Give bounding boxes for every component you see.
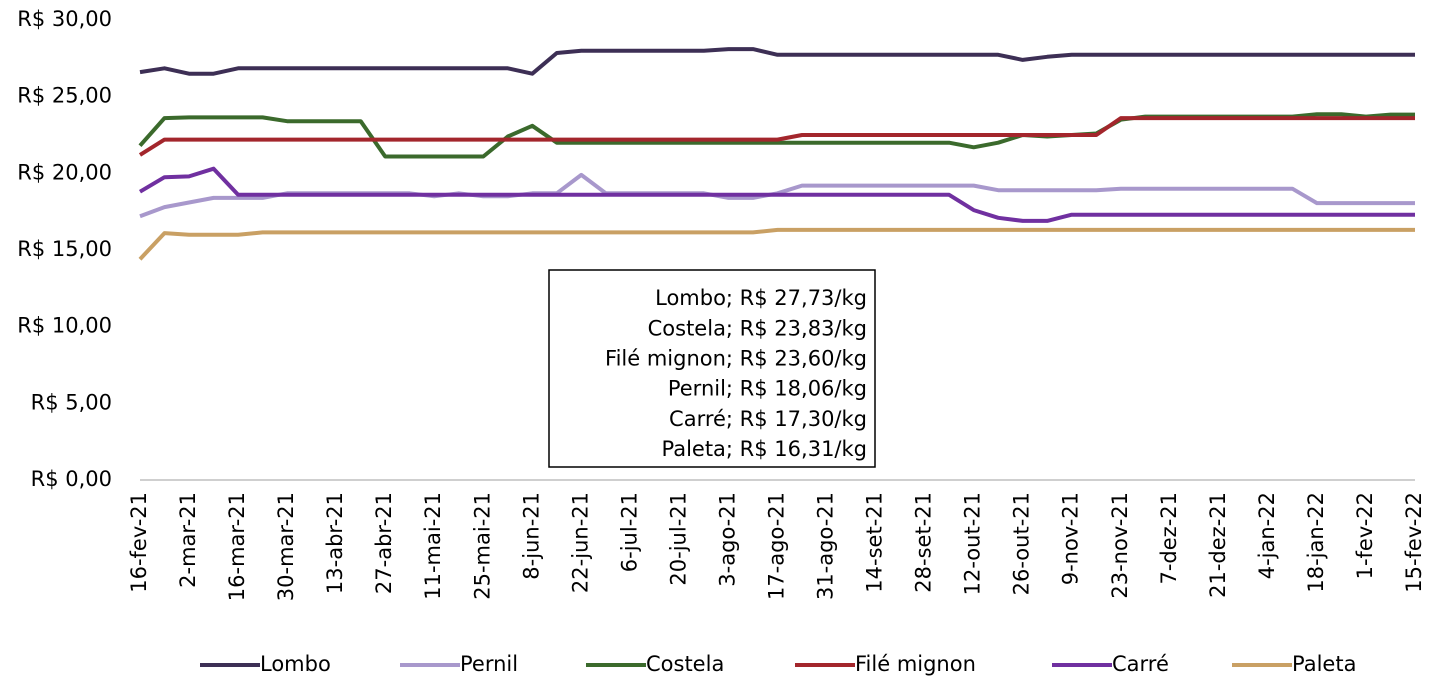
legend-label: Pernil <box>460 652 518 676</box>
x-tick-label: 16-mar-21 <box>225 492 249 601</box>
x-tick-label: 7-dez-21 <box>1157 492 1181 585</box>
y-tick-label: R$ 5,00 <box>31 390 112 414</box>
x-tick-label: 9-nov-21 <box>1059 492 1083 585</box>
y-tick-label: R$ 0,00 <box>31 467 112 491</box>
x-tick-label: 22-jun-21 <box>568 492 592 593</box>
x-tick-label: 2-mar-21 <box>176 492 200 588</box>
x-tick-label: 14-set-21 <box>863 492 887 593</box>
x-tick-label: 28-set-21 <box>912 492 936 593</box>
legend-label: Paleta <box>1292 652 1356 676</box>
x-tick-label: 11-mai-21 <box>421 492 445 600</box>
annotation: Lombo; R$ 27,73/kg <box>655 286 867 310</box>
y-tick-label: R$ 30,00 <box>17 7 112 31</box>
x-tick-label: 16-fev-21 <box>127 492 151 593</box>
x-tick-label: 3-ago-21 <box>715 492 739 587</box>
annotation: Carré; R$ 17,30/kg <box>669 407 867 431</box>
y-tick-label: R$ 10,00 <box>17 314 112 338</box>
series-line <box>138 112 1415 159</box>
x-tick-label: 4-jan-22 <box>1255 492 1279 579</box>
x-tick-label: 6-jul-21 <box>617 492 641 572</box>
series-line <box>138 116 1415 157</box>
x-tick-label: 15-fev-22 <box>1402 492 1426 593</box>
legend-label: Filé mignon <box>855 652 976 676</box>
x-tick-label: 25-mai-21 <box>470 492 494 600</box>
x-tick-label: 31-ago-21 <box>814 492 838 600</box>
legend-label: Lombo <box>260 652 331 676</box>
y-tick-label: R$ 20,00 <box>17 160 112 184</box>
x-tick-label: 12-out-21 <box>961 492 985 595</box>
annotation-box <box>548 269 876 468</box>
x-tick-label: 20-jul-21 <box>666 492 690 586</box>
y-tick-label: R$ 25,00 <box>17 84 112 108</box>
series-line <box>139 47 1415 76</box>
series-line <box>138 166 1415 223</box>
x-tick-label: 8-jun-21 <box>519 492 543 580</box>
series-line <box>138 227 1415 261</box>
x-tick-label: 23-nov-21 <box>1108 492 1132 599</box>
annotation: Paleta; R$ 16,31/kg <box>661 437 867 461</box>
x-tick-label: 17-ago-21 <box>765 492 789 600</box>
x-tick-label: 21-dez-21 <box>1206 492 1230 598</box>
x-tick-label: 30-mar-21 <box>274 492 298 601</box>
x-tick-label: 27-abr-21 <box>372 492 396 594</box>
legend-label: Carré <box>1112 652 1169 676</box>
annotation: Filé mignon; R$ 23,60/kg <box>605 346 867 370</box>
x-tick-label: 18-jan-22 <box>1304 492 1328 593</box>
annotation: Pernil; R$ 18,06/kg <box>668 377 867 401</box>
x-tick-label: 1-fev-22 <box>1353 492 1377 579</box>
x-tick-label: 26-out-21 <box>1010 492 1034 595</box>
legend-label: Costela <box>646 652 724 676</box>
x-tick-label: 13-abr-21 <box>323 492 347 594</box>
y-tick-label: R$ 15,00 <box>17 237 112 261</box>
annotation: Costela; R$ 23,83/kg <box>648 316 867 340</box>
